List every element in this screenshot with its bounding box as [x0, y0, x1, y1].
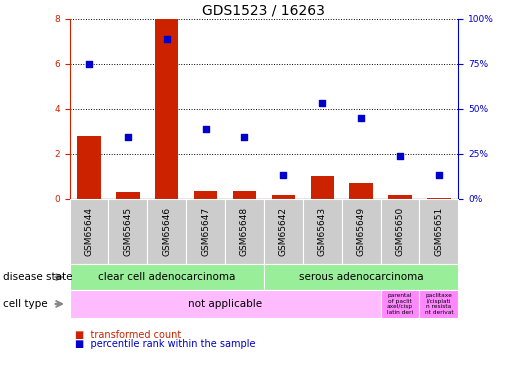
Point	[396, 153, 404, 159]
Point	[279, 172, 287, 178]
Bar	[194, 191, 217, 199]
Bar	[77, 136, 100, 199]
Bar	[311, 176, 334, 199]
Point	[318, 100, 327, 106]
Text: GSM65647: GSM65647	[201, 207, 210, 256]
Bar	[155, 19, 178, 199]
Bar	[272, 195, 295, 199]
Text: paclitaxe
l/cisplati
n resista
nt derivat: paclitaxe l/cisplati n resista nt deriva…	[424, 293, 453, 315]
Text: disease state: disease state	[3, 272, 72, 282]
Text: clear cell adenocarcinoma: clear cell adenocarcinoma	[98, 272, 235, 282]
Text: GSM65649: GSM65649	[357, 207, 366, 256]
Text: GSM65642: GSM65642	[279, 207, 288, 256]
Text: GSM65643: GSM65643	[318, 207, 327, 256]
Bar	[116, 192, 140, 199]
Bar	[427, 198, 451, 199]
Text: ■  transformed count: ■ transformed count	[75, 330, 181, 340]
Text: cell type: cell type	[3, 299, 47, 309]
Text: GSM65648: GSM65648	[240, 207, 249, 256]
Point	[85, 61, 93, 67]
Text: GSM65644: GSM65644	[84, 207, 93, 256]
Text: not applicable: not applicable	[188, 299, 262, 309]
Point	[357, 115, 365, 121]
Text: GSM65651: GSM65651	[435, 207, 443, 256]
Text: GSM65646: GSM65646	[162, 207, 171, 256]
Title: GDS1523 / 16263: GDS1523 / 16263	[202, 4, 325, 18]
Text: GSM65650: GSM65650	[396, 207, 404, 256]
Bar	[233, 191, 256, 199]
Text: GSM65645: GSM65645	[124, 207, 132, 256]
Point	[201, 126, 210, 132]
Bar	[388, 195, 411, 199]
Text: parental
of paclit
axel/cisp
latin deri: parental of paclit axel/cisp latin deri	[387, 293, 413, 315]
Bar	[350, 183, 373, 199]
Point	[163, 36, 171, 42]
Point	[124, 134, 132, 140]
Point	[435, 172, 443, 178]
Text: ■  percentile rank within the sample: ■ percentile rank within the sample	[75, 339, 255, 349]
Point	[241, 134, 249, 140]
Text: serous adenocarcinoma: serous adenocarcinoma	[299, 272, 423, 282]
